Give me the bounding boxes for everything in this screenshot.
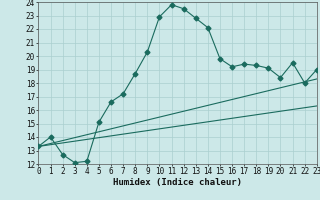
X-axis label: Humidex (Indice chaleur): Humidex (Indice chaleur) xyxy=(113,178,242,187)
